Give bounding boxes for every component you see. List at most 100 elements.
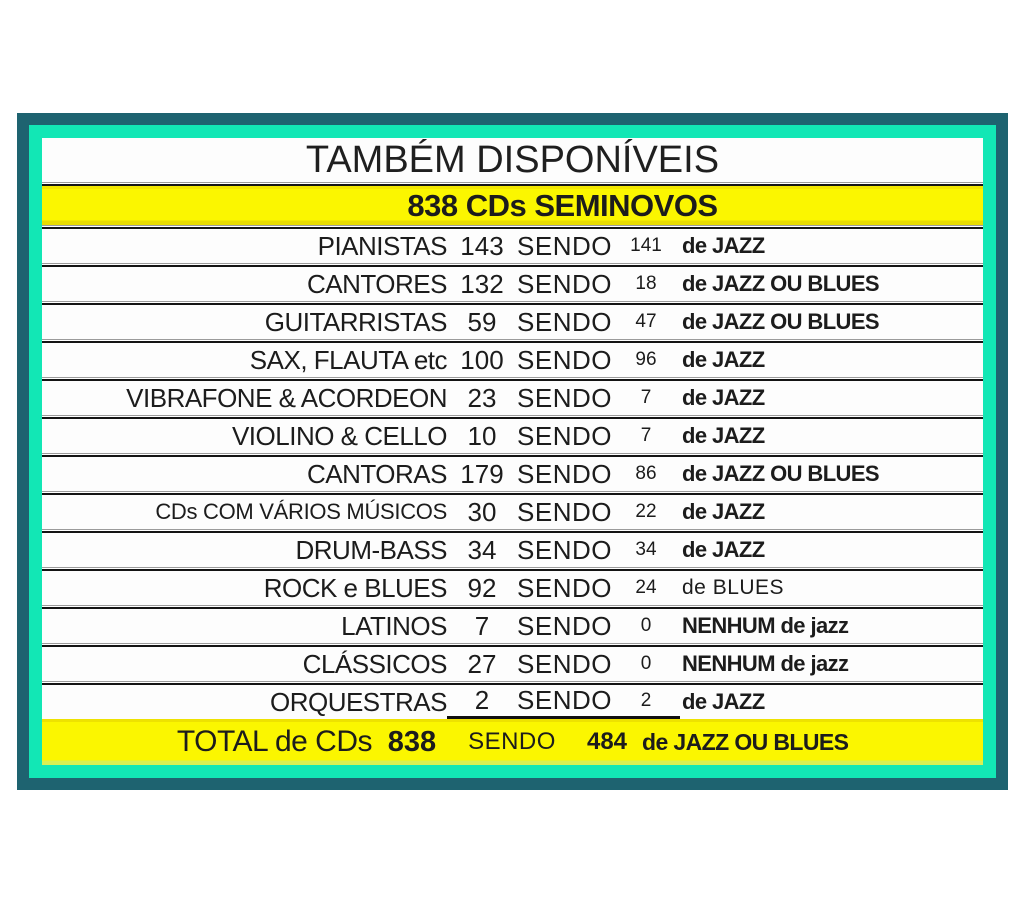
divider [42, 681, 983, 685]
jazz-label-cell: de JAZZ [682, 689, 765, 714]
divider [42, 225, 983, 229]
table-row: ORQUESTRAS 2 SENDO 2 de JAZZ [42, 685, 983, 719]
total-label: TOTAL de CDs [176, 725, 373, 758]
jazz-count-cell: 34 [635, 539, 657, 560]
jazz-label-cell: de JAZZ OU BLUES [682, 309, 880, 334]
table-row: CANTORES 132 SENDO 18 de JAZZ OU BLUES [42, 267, 983, 301]
sendo-cell: SENDO [517, 496, 612, 527]
category-cell: GUITARRISTAS [264, 306, 448, 337]
count-cell: 7 [474, 610, 490, 641]
divider [42, 567, 983, 571]
jazz-label-cell: de JAZZ [682, 499, 765, 524]
jazz-label-cell: NENHUM de jazz [682, 651, 849, 676]
jazz-label-cell: de JAZZ [682, 347, 765, 372]
jazz-count-cell: 0 [640, 615, 652, 636]
category-cell: CLÁSSICOS [302, 648, 448, 679]
divider [42, 377, 983, 381]
count-cell: 143 [460, 230, 504, 261]
table-row: CANTORAS 179 SENDO 86 de JAZZ OU BLUES [42, 457, 983, 491]
sendo-cell: SENDO [517, 458, 612, 489]
table-row: DRUM-BASS 34 SENDO 34 de JAZZ [42, 533, 983, 567]
divider [42, 491, 983, 495]
count-cell: 92 [467, 572, 497, 603]
divider [42, 643, 983, 647]
jazz-count-cell: 96 [635, 349, 657, 370]
category-cell: CDs COM VÁRIOS MÚSICOS [155, 499, 447, 524]
divider [42, 339, 983, 343]
jazz-count-cell: 7 [640, 425, 652, 446]
count-cell: 30 [467, 496, 497, 527]
count-cell: 2 [447, 685, 517, 719]
jazz-count-cell: 86 [635, 463, 657, 484]
divider [42, 605, 983, 609]
jazz-count-cell: 47 [635, 311, 657, 332]
sendo-cell: SENDO [517, 344, 612, 375]
total-sendo-label: SENDO [468, 728, 556, 755]
header-text: 838 CDs SEMINOVOS [407, 187, 718, 223]
jazz-label-cell: de JAZZ [682, 537, 765, 562]
table-row: GUITARRISTAS 59 SENDO 47 de JAZZ OU BLUE… [42, 305, 983, 339]
total-row: TOTAL de CDs 838 SENDO 484 de JAZZ OU BL… [42, 719, 983, 765]
sendo-cell: SENDO [517, 648, 612, 679]
category-cell: CANTORAS [307, 458, 448, 489]
table-row: CDs COM VÁRIOS MÚSICOS 30 SENDO 22 de JA… [42, 495, 983, 529]
sendo-cell: SENDO [517, 230, 612, 261]
sendo-cell: SENDO [517, 306, 612, 337]
count-cell: 23 [467, 382, 497, 413]
category-cell: PIANISTAS [317, 230, 448, 261]
count-cell: 179 [460, 458, 504, 489]
title-row: TAMBÉM DISPONÍVEIS [42, 138, 983, 182]
category-cell: CANTORES [307, 268, 448, 299]
count-cell: 132 [460, 268, 504, 299]
jazz-count-cell: 24 [635, 577, 657, 598]
sendo-cell: SENDO [517, 534, 612, 565]
sendo-cell: SENDO [517, 420, 612, 451]
count-cell: 27 [467, 648, 497, 679]
total-jazz-label: de JAZZ OU BLUES [642, 728, 849, 755]
jazz-label-cell: de JAZZ OU BLUES [682, 271, 880, 296]
sendo-cell: SENDO [517, 610, 612, 641]
jazz-label-cell: de JAZZ [682, 385, 765, 410]
poster-frame: TAMBÉM DISPONÍVEIS 838 CDs SEMINOVOS PIA… [17, 113, 1008, 790]
category-cell: VIOLINO & CELLO [231, 420, 448, 451]
count-cell: 100 [460, 344, 504, 375]
highlight-header-row: 838 CDs SEMINOVOS [42, 186, 983, 225]
jazz-count-cell: 2 [612, 685, 680, 719]
divider [42, 453, 983, 457]
table-row: SAX, FLAUTA etc 100 SENDO 96 de JAZZ [42, 343, 983, 377]
jazz-label-cell: NENHUM de jazz [682, 613, 849, 638]
sendo-cell: SENDO [517, 382, 612, 413]
table-row: VIOLINO & CELLO 10 SENDO 7 de JAZZ [42, 419, 983, 453]
table-row: VIBRAFONE & ACORDEON 23 SENDO 7 de JAZZ [42, 381, 983, 415]
table-row: ROCK e BLUES 92 SENDO 24 de BLUES [42, 571, 983, 605]
category-cell: DRUM-BASS [295, 534, 447, 565]
total-jazz-count: 484 [586, 728, 628, 755]
jazz-label-cell: de BLUES [682, 576, 785, 599]
category-cell: SAX, FLAUTA etc [249, 344, 448, 375]
divider [42, 263, 983, 267]
category-cell: VIBRAFONE & ACORDEON [126, 382, 447, 413]
divider [42, 415, 983, 419]
divider [42, 182, 983, 186]
table-row: PIANISTAS 143 SENDO 141 de JAZZ [42, 229, 983, 263]
divider [42, 529, 983, 533]
sendo-cell: SENDO [517, 685, 612, 719]
count-cell: 34 [467, 534, 497, 565]
jazz-label-cell: de JAZZ OU BLUES [682, 461, 880, 486]
jazz-count-cell: 22 [635, 501, 657, 522]
count-cell: 59 [467, 306, 497, 337]
jazz-count-cell: 0 [640, 653, 652, 674]
jazz-label-cell: de JAZZ [682, 423, 765, 448]
sendo-cell: SENDO [517, 572, 612, 603]
page-title: TAMBÉM DISPONÍVEIS [305, 138, 720, 181]
jazz-count-cell: 7 [640, 387, 652, 408]
divider [42, 301, 983, 305]
poster-inner-area: TAMBÉM DISPONÍVEIS 838 CDs SEMINOVOS PIA… [29, 125, 996, 778]
category-cell: ROCK e BLUES [263, 572, 448, 603]
jazz-label-cell: de JAZZ [682, 233, 765, 258]
total-count: 838 [387, 725, 437, 758]
sendo-cell: SENDO [517, 268, 612, 299]
table-row: LATINOS 7 SENDO 0 NENHUM de jazz [42, 609, 983, 643]
jazz-count-cell: 141 [630, 235, 662, 256]
table-row: CLÁSSICOS 27 SENDO 0 NENHUM de jazz [42, 647, 983, 681]
